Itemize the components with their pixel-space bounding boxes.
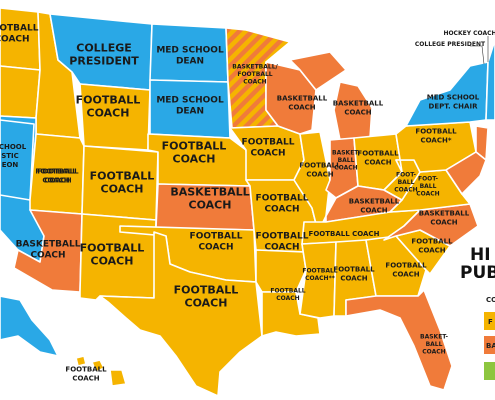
label-nh_vt_hockey: HOCKEY COACH [443, 30, 495, 37]
label-hi: FOOTBALL COACH [65, 366, 107, 383]
title-line-2: PUBL [460, 263, 495, 283]
label-nm: FOOTBALL COACH [80, 242, 145, 268]
label-va: FOOT-BALL COACH [416, 176, 439, 198]
legend-title: CO [486, 296, 495, 304]
label-co: FOOTBALL COACH [90, 170, 155, 196]
label-ky: BASKETBALL COACH [349, 198, 400, 215]
label-ks: BASKETBALL COACH [170, 186, 249, 212]
label-ny: MED SCHOOL DEPT. CHAIR [427, 94, 480, 111]
label-nd: MED SCHOOL DEAN [156, 46, 224, 67]
label-nv_partial: SCHOOLSTICEON [0, 143, 27, 169]
state-maryland-delaware[interactable] [445, 151, 487, 195]
label-il: FOOTBALL COACH [299, 162, 341, 179]
label-wi: BASKETBALL COACH [277, 95, 328, 112]
state-hawaii-1[interactable] [75, 355, 87, 367]
state-oregon[interactable] [0, 65, 41, 119]
label-id: FOOTBALL COACH [37, 168, 79, 185]
legend-swatch-football [484, 312, 495, 330]
label-ok: FOOTBALL COACH [190, 232, 243, 253]
label-la: FOOTBALL COACH [270, 287, 305, 302]
label-tx: FOOTBALL COACH [174, 284, 239, 310]
title-line-1: HI [470, 245, 491, 265]
label-mn: BASKETBALL/FOOTBALL COACH [232, 64, 278, 86]
state-new-england[interactable] [485, 39, 495, 121]
label-al: FOOTBALL COACH [333, 266, 375, 283]
state-florida[interactable] [345, 289, 453, 391]
label-me_cp: COLLEGE PRESIDENT [415, 41, 486, 48]
label-ga: FOOTBALL COACH [385, 262, 427, 279]
label-pa: FOOTBALL COACH* [415, 128, 457, 145]
label-ms: FOOTBALL COACH** [302, 267, 337, 282]
state-louisiana[interactable] [261, 291, 321, 337]
label-tn: FOOTBALL COACH [309, 230, 380, 238]
label-sd: MED SCHOOL DEAN [156, 96, 224, 117]
label-ne: FOOTBALL COACH [162, 140, 227, 166]
label-ar: FOOTBALL COACH [256, 232, 309, 253]
label-fl: BASKET-BALL COACH [420, 334, 448, 356]
label-wy: FOOTBALL COACH [76, 94, 141, 120]
state-new-york[interactable] [405, 61, 489, 127]
legend-basketball: BA [486, 342, 495, 350]
state-texas[interactable] [99, 231, 263, 397]
label-ut: FOOTBALL COACH [35, 168, 77, 185]
label-oh: FOOTBALL COACH [357, 150, 399, 167]
state-hawaii-2[interactable] [91, 359, 105, 373]
state-nevada[interactable] [0, 119, 35, 201]
label-mo: FOOTBALL COACH [256, 194, 309, 215]
label-mi: BASKETBALL COACH [333, 100, 384, 117]
label-mt: COLLEGE PRESIDENT [69, 42, 139, 68]
legend-swatch-basketball [484, 336, 495, 354]
state-michigan-upper[interactable] [289, 51, 347, 91]
label-ia: FOOTBALL COACH [242, 138, 295, 159]
label-in: BASKET-BALL COACH [332, 150, 360, 172]
legend-swatch-other [484, 362, 495, 380]
label-nc: BASKETBALL COACH [419, 210, 470, 227]
state-hawaii-3[interactable] [109, 369, 127, 387]
label-sc: FOOTBALL COACH [411, 238, 453, 255]
leader-president [470, 45, 485, 65]
label-az: BASKETBALL COACH [16, 240, 81, 261]
state-alaska[interactable] [0, 295, 59, 357]
state-north-carolina[interactable] [383, 203, 479, 247]
label-wv: FOOT-BALL COACH [394, 172, 417, 194]
legend-football: F [488, 318, 493, 326]
